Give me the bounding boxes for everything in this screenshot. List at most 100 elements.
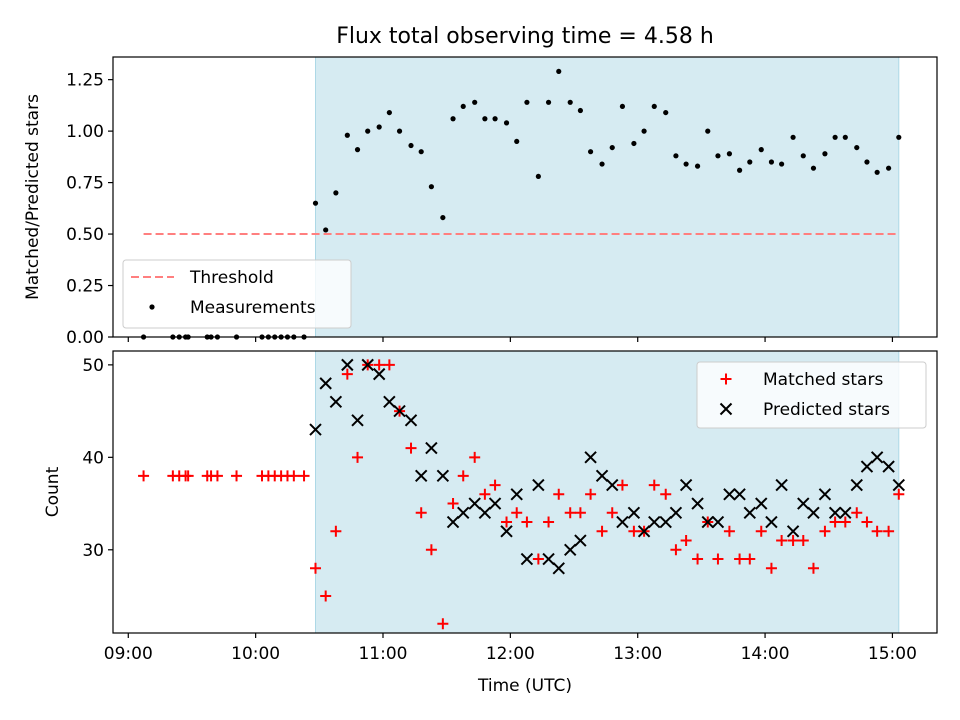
matched-star-point	[479, 488, 491, 500]
legend-plus-glyph	[720, 373, 732, 385]
measurement-point	[408, 142, 414, 149]
count-panel: 30 40 50 09:00 10:00 11:00 12:00 13:00 14:00 15:0…	[43, 350, 938, 696]
matched-star-point	[564, 507, 576, 519]
measurement-point	[567, 99, 573, 105]
matched-star-point	[776, 535, 788, 547]
matched-star-point	[839, 516, 851, 528]
predicted-star-point	[892, 478, 906, 492]
predicted-star-point	[361, 358, 374, 372]
matched-star-point	[511, 507, 523, 519]
legend-predicted-label: Predicted stars	[763, 400, 890, 420]
measurement-point	[333, 190, 339, 196]
measurement-point	[683, 161, 689, 167]
matched-star-point	[660, 488, 672, 500]
predicted-star-point	[850, 478, 863, 492]
matched-star-point	[341, 368, 353, 380]
predicted-star-point	[478, 506, 492, 520]
matched-star-point	[883, 525, 895, 537]
matched-star-point	[670, 544, 682, 556]
y-tick-label: 50	[82, 356, 104, 376]
predicted-star-point	[564, 543, 577, 556]
matched-star-point	[373, 359, 385, 371]
ratio-legend-box	[122, 259, 352, 329]
measurement-point	[492, 116, 498, 122]
matched-star-point	[797, 535, 809, 547]
predicted-star-point	[446, 515, 460, 529]
measurement-point	[312, 200, 319, 206]
predicted-star-point	[372, 367, 386, 381]
measurement-point	[450, 116, 456, 122]
predicted-star-point	[870, 451, 884, 464]
legend-measurements-swatch	[149, 304, 155, 310]
measurement-point	[524, 99, 530, 105]
matched-star-point	[755, 525, 767, 537]
x-tick-label: 15:00	[868, 644, 917, 664]
matched-star-point	[553, 488, 565, 500]
measurement-point	[323, 227, 329, 233]
ratio-legend: Threshold Measurements	[122, 259, 352, 329]
predicted-star-point	[532, 478, 545, 492]
measurement-point	[842, 134, 848, 140]
predicted-star-point	[404, 414, 418, 427]
measurement-point	[460, 103, 466, 110]
x-tick-label: 14:00	[741, 644, 790, 664]
matched-star-point	[585, 488, 597, 500]
matched-star-point	[309, 562, 321, 574]
matched-star-point	[616, 479, 628, 491]
predicted-star-point	[797, 497, 810, 510]
predicted-star-point	[510, 488, 523, 501]
matched-star-point	[765, 562, 777, 574]
count-panel-frame	[112, 350, 938, 634]
predicted-star-point	[616, 515, 629, 529]
matched-star-point	[871, 525, 883, 537]
predicted-star-point	[786, 525, 800, 538]
matched-star-point	[787, 535, 799, 547]
measurement-point	[726, 151, 733, 157]
measurement-point	[587, 149, 594, 155]
predicted-star-point	[414, 469, 428, 483]
matched-star-point	[437, 618, 449, 630]
predicted-star-point	[860, 460, 874, 473]
matched-star-point	[648, 479, 660, 491]
matched-star-point	[596, 525, 608, 537]
matched-star-point	[606, 507, 618, 519]
predicted-star-point	[637, 525, 651, 538]
predicted-star-point	[818, 488, 832, 501]
predicted-star-point	[691, 497, 704, 510]
x-tick-label: 12:00	[486, 644, 535, 664]
predicted-star-point	[659, 515, 672, 529]
predicted-star-point	[723, 488, 736, 501]
measurement-point	[418, 149, 424, 155]
measurement-point	[694, 163, 701, 169]
measurement-point	[854, 144, 860, 151]
matched-star-point	[723, 525, 735, 537]
measurement-point	[651, 103, 657, 110]
matched-star-point	[425, 544, 437, 556]
matched-star-point	[829, 516, 841, 528]
predicted-star-point	[765, 515, 778, 529]
predicted-star-point	[351, 414, 364, 427]
x-tick-label: 11:00	[358, 644, 407, 664]
predicted-star-point	[648, 515, 661, 529]
predicted-star-point	[520, 552, 534, 566]
count-panel-xlabel: Time (UTC)	[477, 676, 572, 696]
predicted-star-point	[457, 506, 470, 520]
y-tick-label: 30	[82, 541, 104, 561]
measurement-point	[779, 161, 785, 167]
predicted-star-point	[755, 497, 768, 510]
matched-star-point	[712, 553, 724, 565]
predicted-star-point	[627, 506, 641, 520]
matched-star-point	[211, 470, 223, 482]
predicted-star-point	[679, 478, 693, 492]
x-tick-label: 13:00	[613, 644, 662, 664]
legend-predicted-swatch	[719, 402, 733, 416]
measurement-point	[864, 159, 870, 165]
predicted-star-point	[341, 358, 354, 372]
measurement-point	[354, 147, 361, 153]
ratio-panel: 0.00 0.25 0.50 0.75 1.00 1.25 Matched/Predict…	[23, 56, 938, 348]
measurement-point	[810, 165, 817, 171]
measurement-point	[376, 124, 382, 130]
legend-threshold-label: Threshold	[189, 268, 274, 288]
predicted-star-point	[393, 404, 406, 418]
